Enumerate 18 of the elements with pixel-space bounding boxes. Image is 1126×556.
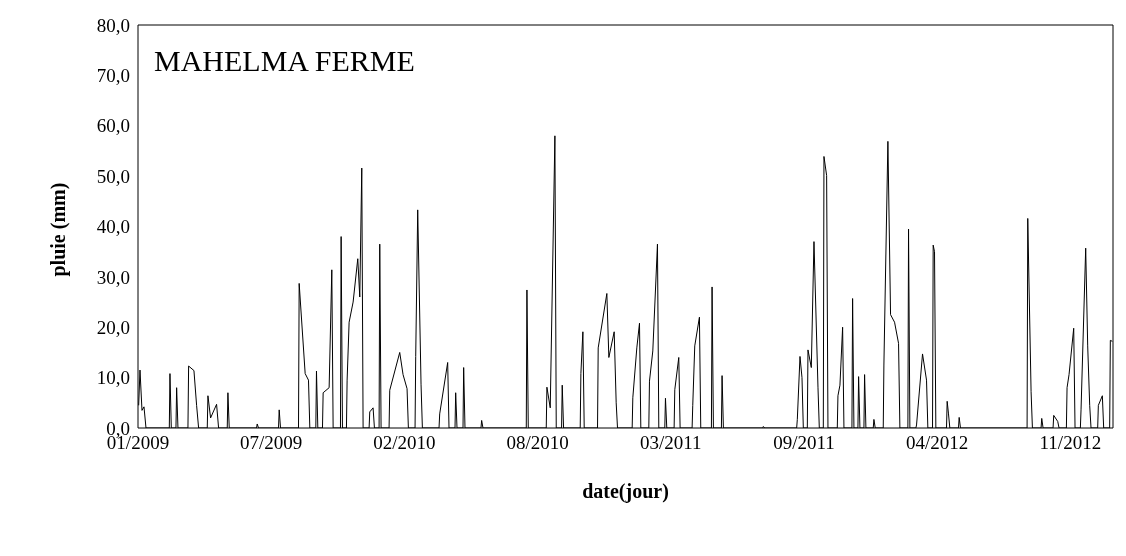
x-tick-label: 04/2012 (906, 432, 969, 454)
y-tick-label: 40,0 (96, 216, 130, 238)
x-tick-label: 09/2011 (773, 432, 835, 454)
x-axis-title: date(jour) (582, 480, 669, 503)
text: MAHELMA FERME (154, 44, 415, 78)
x-tick-label: 03/2011 (640, 432, 702, 454)
y-tick-label: 30,0 (96, 266, 130, 288)
y-tick-label: 70,0 (96, 65, 130, 87)
y-tick-label: 60,0 (96, 115, 130, 137)
x-tick-label: 07/2009 (240, 432, 303, 454)
x-tick-label: 11/2012 (1039, 432, 1102, 454)
y-tick-label: 10,0 (96, 367, 130, 389)
x-tick-label: 08/2010 (506, 432, 569, 454)
y-axis-title: pluie (mm) (47, 182, 71, 277)
y-tick-label: 50,0 (96, 165, 130, 187)
y-tick-label: 20,0 (96, 316, 130, 338)
y-tick-label: 80,0 (96, 14, 130, 36)
x-tick-label: 02/2010 (373, 432, 436, 454)
